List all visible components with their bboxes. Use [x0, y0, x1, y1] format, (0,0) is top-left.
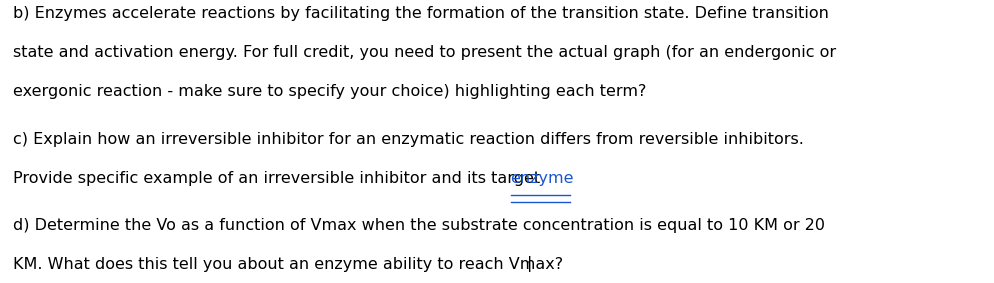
Text: enzyme: enzyme [511, 171, 575, 186]
Text: d) Determine the Vo as a function of Vmax when the substrate concentration is eq: d) Determine the Vo as a function of Vma… [14, 218, 825, 233]
Text: b) Enzymes accelerate reactions by facilitating the formation of the transition : b) Enzymes accelerate reactions by facil… [14, 6, 829, 21]
Text: |: | [527, 256, 533, 272]
Text: exergonic reaction - make sure to specify your choice) highlighting each term?: exergonic reaction - make sure to specif… [14, 84, 647, 99]
Text: c) Explain how an irreversible inhibitor for an enzymatic reaction differs from : c) Explain how an irreversible inhibitor… [14, 132, 804, 147]
Text: state and activation energy. For full credit, you need to present the actual gra: state and activation energy. For full cr… [14, 45, 837, 60]
Text: Provide specific example of an irreversible inhibitor and its target: Provide specific example of an irreversi… [14, 171, 546, 186]
Text: KM. What does this tell you about an enzyme ability to reach Vmax?: KM. What does this tell you about an enz… [14, 257, 564, 272]
